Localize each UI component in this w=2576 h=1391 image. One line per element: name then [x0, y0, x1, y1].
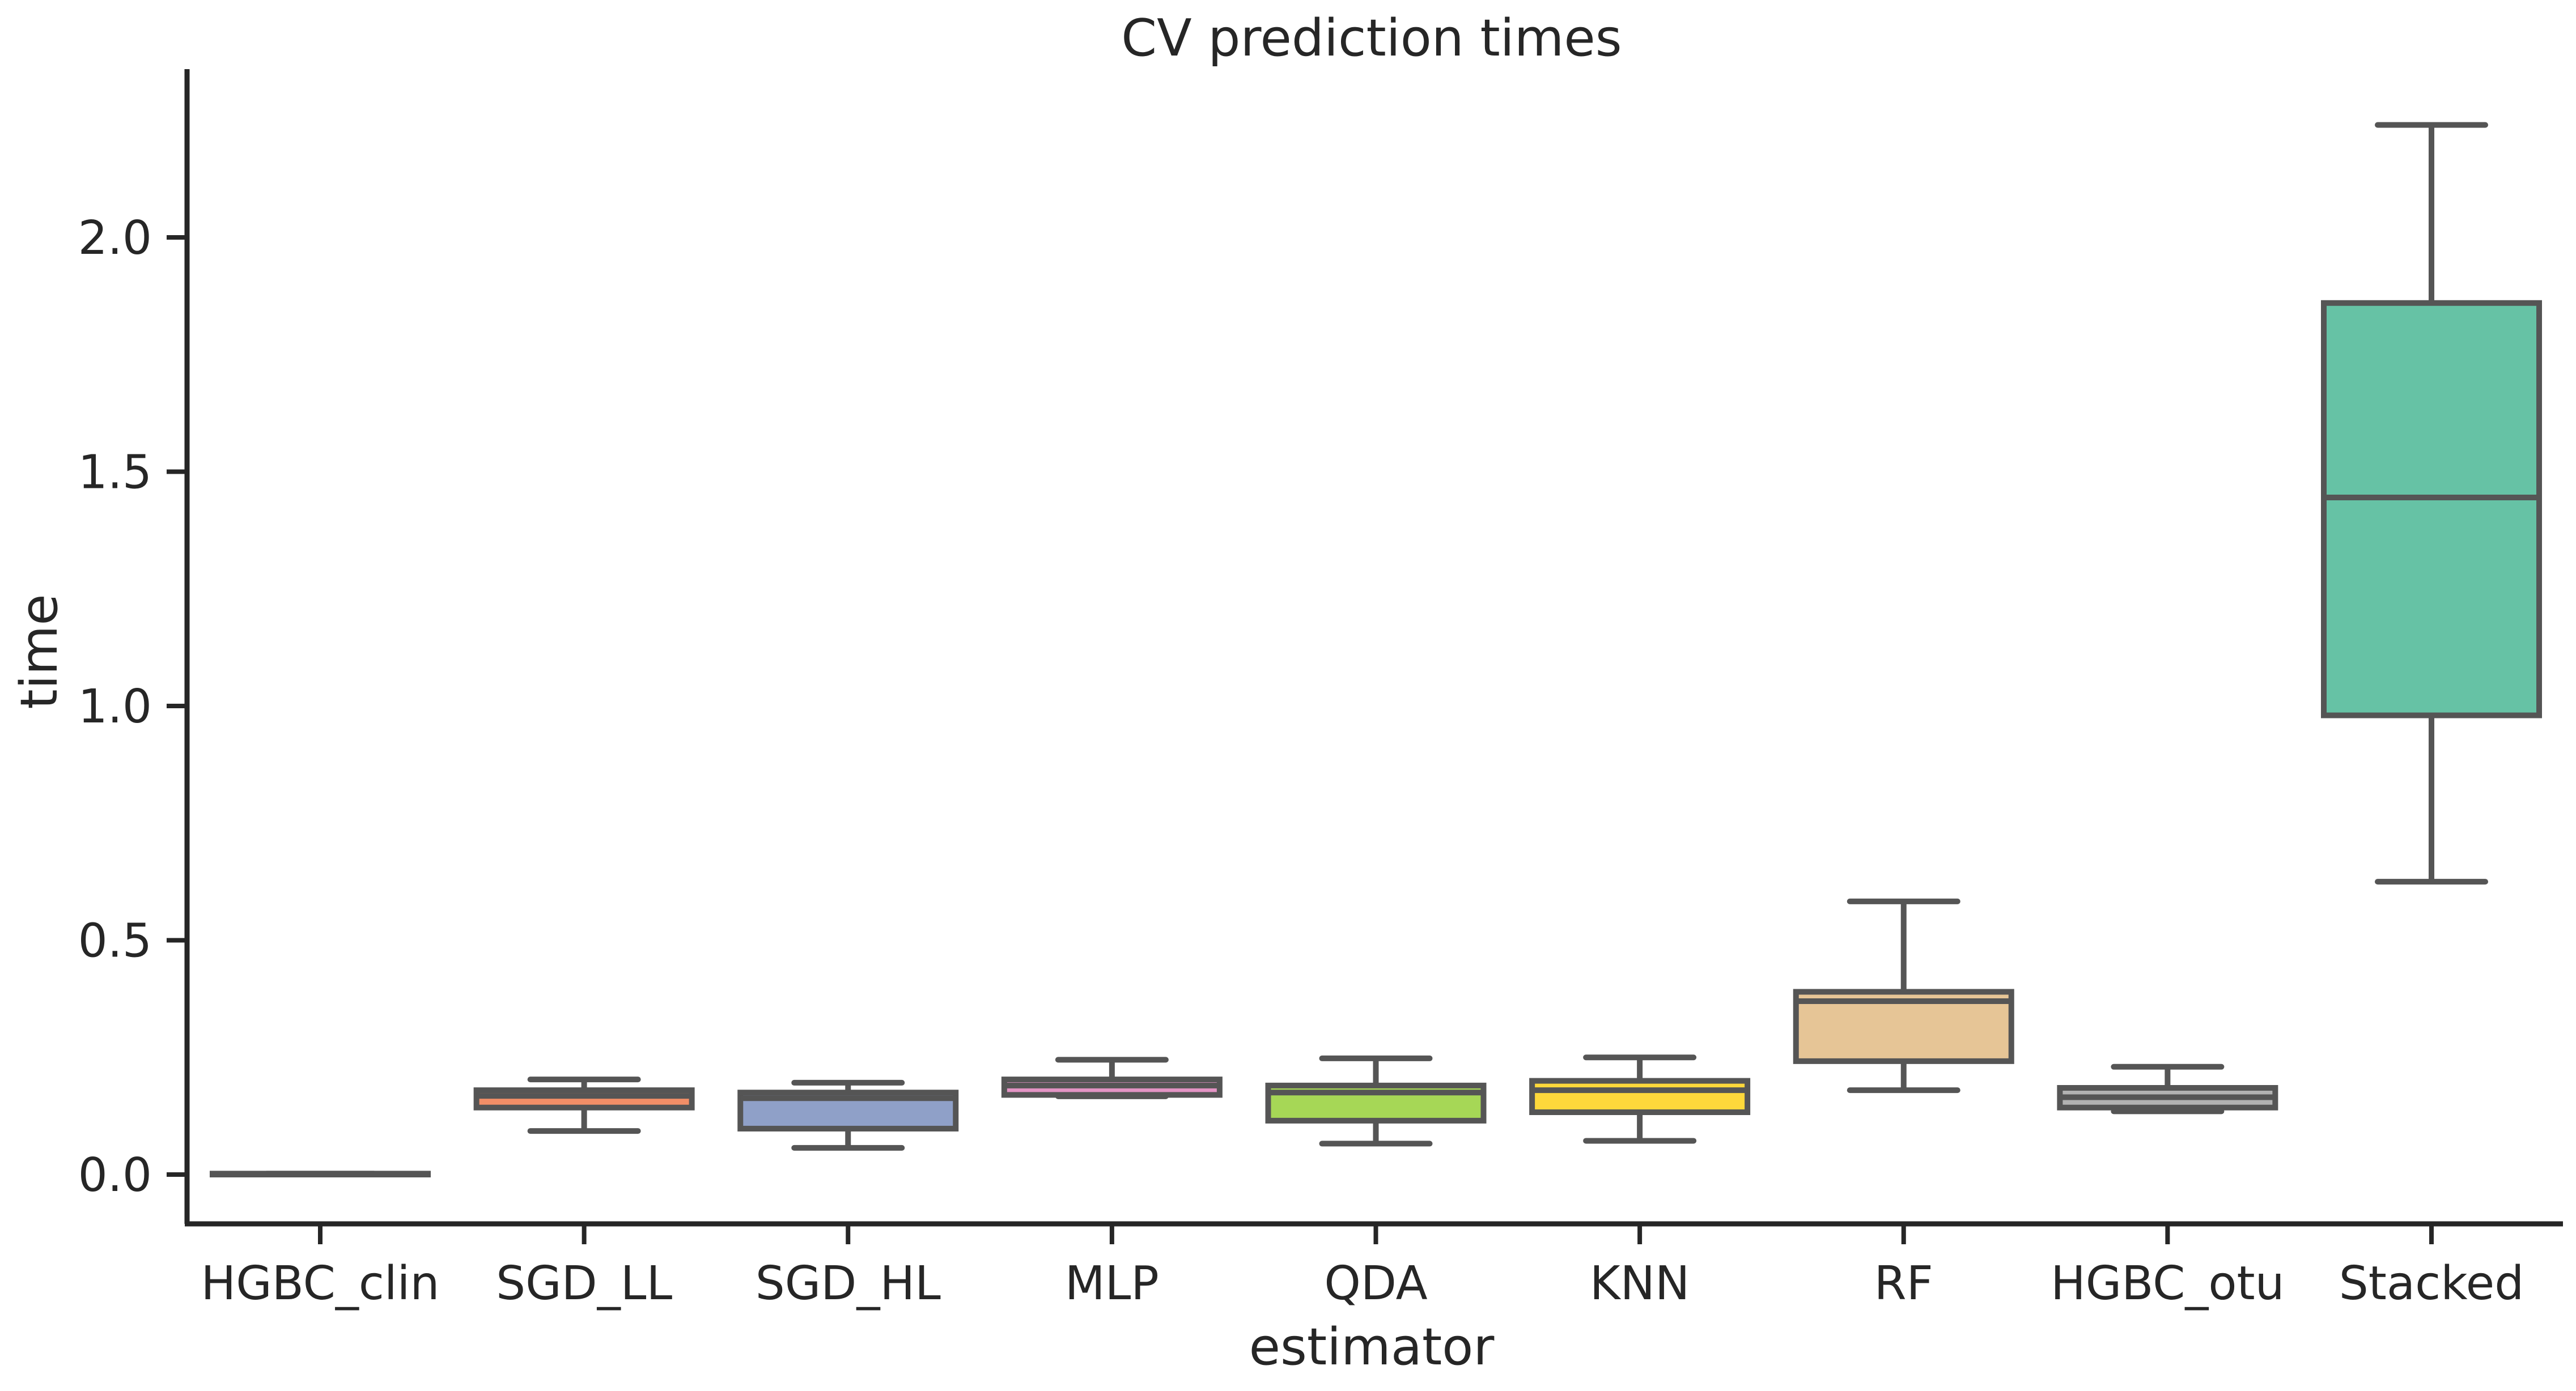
iqr-box: [1529, 1078, 1751, 1116]
box-rf: [1793, 898, 2014, 1094]
box-mlp: [1001, 1057, 1223, 1099]
box-hgbc-otu: [2057, 1064, 2278, 1114]
boxes-layer: [210, 122, 2542, 1177]
box-stacked: [2321, 122, 2542, 885]
x-tick-label: QDA: [1324, 1257, 1427, 1311]
x-tick-label: Stacked: [2339, 1257, 2524, 1311]
y-axis-title: time: [10, 594, 69, 709]
x-tick-label: HGBC_otu: [2051, 1257, 2285, 1311]
x-tick-label: HGBC_clin: [201, 1257, 440, 1311]
y-axis-ticks: 0.0 0.5 1.0 1.5 2.0: [78, 211, 187, 1202]
x-axis-title: estimator: [1249, 1317, 1495, 1377]
box-sgd-hl: [737, 1079, 959, 1151]
iqr-box: [473, 1087, 695, 1111]
x-tick-label: SGD_LL: [496, 1257, 672, 1311]
x-tick-label: SGD_HL: [756, 1257, 941, 1311]
y-tick-label: 1.0: [78, 680, 152, 734]
x-tick-label: KNN: [1590, 1257, 1690, 1311]
box-sgd-ll: [473, 1077, 695, 1134]
x-tick-label: RF: [1874, 1257, 1933, 1311]
iqr-box: [2321, 300, 2542, 718]
y-tick-label: 0.5: [78, 914, 152, 968]
box-hgbc-clin: [210, 1171, 431, 1177]
y-tick-label: 1.5: [78, 446, 152, 500]
chart-title: CV prediction times: [1121, 8, 1622, 68]
y-tick-label: 0.0: [78, 1148, 152, 1202]
box-qda: [1265, 1055, 1487, 1147]
x-axis-ticks: HGBC_clin SGD_LL SGD_HL MLP QDA KNN RF HGBC_otu…: [201, 1224, 2524, 1311]
x-tick-label: MLP: [1065, 1257, 1159, 1311]
y-tick-label: 2.0: [78, 211, 152, 265]
box-knn: [1529, 1054, 1751, 1144]
